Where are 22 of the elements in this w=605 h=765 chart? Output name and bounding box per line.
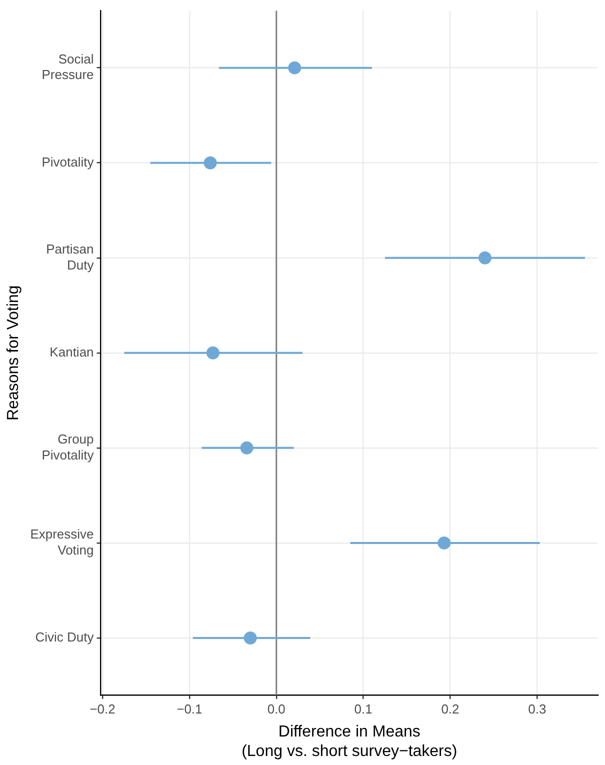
x-tick-label: 0.1	[354, 701, 372, 716]
x-tick-label: 0.0	[267, 701, 286, 716]
y-tick-label: Kantian	[50, 344, 94, 360]
y-tick-label: Pivotality	[42, 154, 94, 170]
x-tick-label: −0.1	[176, 701, 202, 716]
point	[438, 536, 451, 550]
y-tick-label: Group Pivotality	[42, 432, 94, 462]
x-tick-label: −0.2	[90, 701, 116, 716]
y-axis-title: Reasons for Voting	[5, 285, 22, 420]
y-tick-label: Partisan Duty	[46, 242, 94, 272]
point	[206, 346, 220, 360]
point	[478, 251, 492, 264]
point	[244, 631, 257, 644]
point	[288, 61, 302, 74]
x-axis-title: Difference in Means (Long vs. short survey−takers)	[242, 724, 458, 760]
x-tick-label: 0.2	[441, 701, 460, 716]
x-tick-label: 0.3	[528, 701, 546, 716]
y-tick-label: Civic Duty	[35, 630, 94, 645]
y-tick-label: Expressive Voting	[30, 526, 94, 558]
point	[240, 441, 254, 454]
y-tick-label: Social Pressure	[42, 52, 94, 82]
point	[204, 156, 217, 170]
